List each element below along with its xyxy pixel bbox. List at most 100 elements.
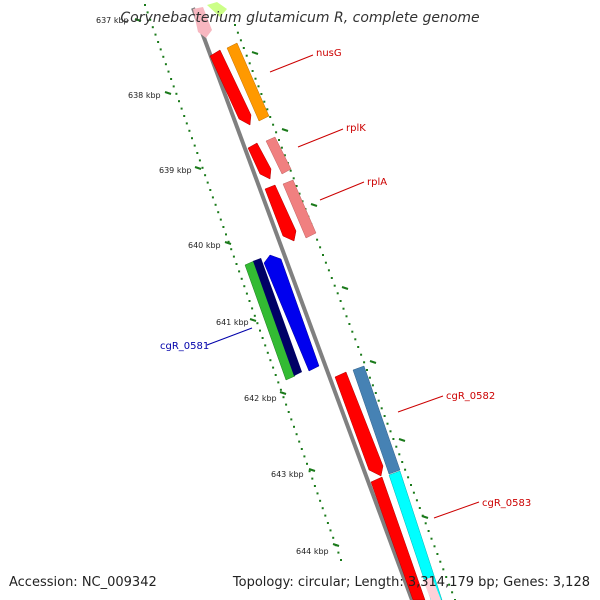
gene-feature-red[interactable]	[370, 476, 426, 600]
tick-dot	[175, 92, 178, 95]
tick-dot	[256, 322, 259, 325]
tick-dot	[164, 63, 167, 66]
tick-label: 642 kbp	[244, 394, 277, 403]
tick-dot	[303, 455, 306, 458]
major-tick	[369, 360, 377, 364]
gene-feature-red[interactable]	[247, 142, 272, 180]
tick-dot	[191, 137, 193, 140]
tick-dot	[418, 507, 421, 509]
tick-dot	[269, 116, 272, 118]
tick-dot	[214, 203, 217, 206]
tick-dot	[430, 537, 433, 540]
gene-feature-red[interactable]	[264, 184, 297, 242]
tick-dot	[401, 461, 404, 463]
gene-feature-top-green[interactable]	[207, 2, 227, 17]
tick-dot	[266, 108, 269, 111]
tick-dot	[395, 445, 398, 448]
tick-dot	[389, 430, 392, 433]
tick-dot	[306, 462, 308, 465]
gene-label-nusG[interactable]: nusG	[316, 48, 342, 59]
tick-dot	[180, 107, 183, 110]
map-title: Corynebacterium glutamicum R, complete g…	[120, 10, 480, 26]
gene-label-cgR_0583[interactable]: cgR_0583	[482, 498, 531, 509]
tick-dot	[287, 411, 290, 413]
major-tick	[134, 18, 142, 22]
tick-dot	[308, 470, 311, 473]
gene-label-rplA[interactable]: rplA	[367, 177, 387, 188]
tick-dot	[292, 177, 295, 180]
tick-dot	[259, 329, 261, 332]
gene-feature-cyan[interactable]	[388, 470, 443, 600]
major-tick	[279, 391, 287, 395]
tick-dot	[198, 159, 201, 162]
tick-dot	[248, 62, 251, 65]
tick-dot	[357, 346, 360, 348]
tick-dot	[178, 100, 180, 103]
tick-dot	[289, 169, 292, 172]
tick-dot	[280, 146, 283, 149]
tick-dot	[322, 254, 324, 256]
gene-label-rplK[interactable]: rplK	[346, 123, 366, 134]
major-tick	[194, 166, 202, 170]
tick-dot	[412, 491, 415, 494]
tick-dot	[245, 54, 248, 57]
tick-dot	[436, 553, 439, 555]
tick-dot	[386, 422, 389, 425]
tick-dot	[332, 536, 335, 539]
tick-dot	[245, 292, 248, 295]
tick-dot	[235, 263, 238, 265]
gene-feature-green[interactable]	[244, 260, 296, 381]
gene-feature-pink-bottom[interactable]	[423, 577, 441, 600]
tick-dot	[266, 351, 269, 354]
gene-feature-blue[interactable]	[263, 254, 320, 372]
tick-dot	[263, 100, 266, 103]
tick-dot	[319, 499, 322, 502]
tick-dot	[260, 93, 263, 95]
tick-label: 644 kbp	[296, 547, 329, 556]
tick-dot	[157, 41, 160, 43]
gene-feature-red[interactable]	[209, 49, 252, 126]
genome-backbone	[191, 7, 414, 600]
major-tick	[224, 241, 232, 245]
tick-dot	[442, 568, 445, 571]
tick-dot	[342, 307, 345, 310]
gene-feature-top-pink[interactable]	[193, 7, 212, 38]
tick-dot	[327, 269, 330, 272]
tick-dot	[313, 485, 316, 487]
tick-dot	[311, 477, 314, 480]
tick-dot	[243, 285, 246, 288]
gene-label-cgR_0582[interactable]: cgR_0582	[446, 391, 495, 402]
tick-dot	[242, 47, 245, 49]
callout-line	[269, 54, 314, 73]
gene-feature-salmon[interactable]	[265, 136, 292, 175]
tick-dot	[172, 85, 175, 88]
gene-feature-orange[interactable]	[226, 42, 270, 122]
tick-dot	[439, 560, 442, 563]
gene-features	[193, 2, 443, 600]
tick-dot	[251, 307, 254, 310]
tick-dot-track	[134, 4, 456, 600]
gene-feature-steel-blue[interactable]	[352, 365, 401, 475]
gene-feature-red[interactable]	[334, 371, 384, 477]
tick-dot	[371, 384, 374, 387]
tick-dot	[239, 39, 242, 42]
tick-dot	[337, 551, 340, 554]
accession-text: Accession: NC_009342	[9, 575, 157, 590]
tick-dot	[333, 284, 336, 287]
gene-feature-navy[interactable]	[253, 258, 302, 376]
tick-dot	[225, 233, 227, 236]
tick-label: 637 kbp	[96, 16, 129, 25]
tick-dot	[272, 366, 275, 369]
tick-dot	[188, 129, 191, 132]
tick-dot	[407, 476, 410, 479]
gene-label-cgR_0581[interactable]: cgR_0581	[160, 341, 209, 352]
gene-feature-salmon[interactable]	[282, 179, 317, 239]
tick-dot	[254, 77, 257, 80]
tick-dot	[290, 418, 293, 421]
tick-dot	[282, 396, 285, 399]
tick-dot	[295, 433, 298, 436]
tick-dot	[264, 344, 267, 347]
tick-dot	[278, 139, 280, 141]
tick-dot	[354, 338, 357, 341]
tick-dot	[183, 115, 186, 117]
